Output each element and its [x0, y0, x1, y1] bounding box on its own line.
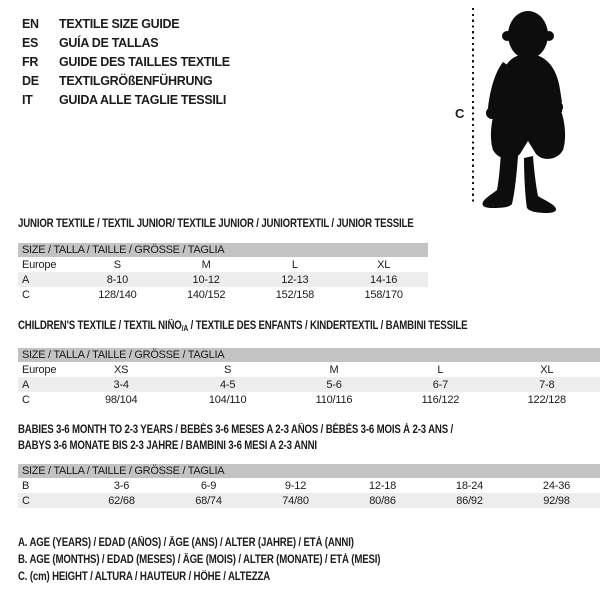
height-measure-dotted-line: [472, 8, 474, 205]
language-code: EN: [22, 16, 39, 31]
table-cell: 158/170: [364, 288, 403, 301]
language-list: EN TEXTILE SIZE GUIDE ES GUÍA DE TALLAS …: [22, 14, 230, 109]
table-cell: 7-8: [539, 378, 555, 391]
size-table-babies: SIZE / TALLA / TAILLE / GRÖSSE / TAGLIA …: [18, 464, 600, 508]
table-cell: 128/140: [98, 288, 137, 301]
table-cell: 74/80: [282, 494, 309, 507]
table-cell: 122/128: [527, 393, 567, 406]
table-cell: C: [22, 393, 30, 406]
legend-line-b: B. AGE (MONTHS) / EDAD (MESES) / ÂGE (MO…: [18, 554, 381, 566]
language-row-it: IT GUIDA ALLE TAGLIE TESSILI: [22, 90, 230, 109]
language-code: FR: [22, 54, 39, 69]
table-row-europe: Europe S M L XL: [18, 257, 428, 272]
table-cell: 3-6: [113, 479, 130, 492]
table-cell: 12-18: [368, 479, 397, 492]
language-code: ES: [22, 35, 39, 50]
language-label: GUIDA ALLE TAGLIE TESSILI: [59, 92, 227, 107]
table-header-bar: SIZE / TALLA / TAILLE / GRÖSSE / TAGLIA: [18, 464, 600, 478]
table-row-age: A 8-10 10-12 12-13 14-16: [18, 272, 428, 287]
table-cell: 24-36: [542, 479, 571, 492]
table-cell: 104/110: [208, 393, 247, 406]
table-cell: C: [22, 494, 30, 507]
language-code: IT: [22, 92, 33, 107]
table-cell: 10-12: [192, 273, 220, 286]
table-cell: 8-10: [106, 273, 128, 286]
size-table-children: SIZE / TALLA / TAILLE / GRÖSSE / TAGLIA …: [18, 348, 600, 407]
table-cell: L: [291, 258, 298, 271]
table-cell: M: [201, 258, 211, 271]
table-cell: 152/158: [275, 288, 315, 301]
table-cell: M: [329, 363, 339, 376]
table-cell: 80/86: [369, 494, 396, 507]
language-row-en: EN TEXTILE SIZE GUIDE: [22, 14, 230, 33]
table-row-age: A 3-4 4-5 5-6 6-7 7-8: [18, 377, 600, 392]
legend-line-c: C. (cm) HEIGHT / ALTURA / HAUTEUR / HÖHE…: [18, 571, 271, 583]
table-cell: C: [22, 288, 30, 301]
language-row-fr: FR GUIDE DES TAILLES TEXTILE: [22, 52, 230, 71]
table-cell: A: [22, 273, 30, 286]
language-label: TEXTILGRÖßENFÜHRUNG: [59, 73, 213, 88]
table-cell: XL: [377, 258, 391, 271]
table-cell: S: [113, 258, 121, 271]
table-row-height: C 98/104 104/110 110/116 116/122 122/128: [18, 392, 600, 407]
table-header-bar: SIZE / TALLA / TAILLE / GRÖSSE / TAGLIA: [18, 243, 428, 257]
table-cell: Europe: [22, 363, 57, 376]
table-cell: 110/116: [315, 393, 353, 406]
table-cell: B: [22, 479, 30, 492]
subscript-a: /A: [181, 324, 189, 333]
table-cell: 98/104: [104, 393, 138, 406]
table-row-europe: Europe XS S M L XL: [18, 362, 600, 377]
table-cell: 62/68: [108, 494, 135, 507]
language-row-es: ES GUÍA DE TALLAS: [22, 33, 230, 52]
table-cell: 140/152: [186, 288, 226, 301]
table-cell: 68/74: [195, 494, 222, 507]
language-label: TEXTILE SIZE GUIDE: [59, 16, 180, 31]
table-cell: S: [224, 363, 232, 376]
size-table-junior: SIZE / TALLA / TAILLE / GRÖSSE / TAGLIA …: [18, 243, 428, 302]
table-cell: Europe: [22, 258, 57, 271]
table-cell: 18-24: [455, 479, 484, 492]
table-cell: 86/92: [456, 494, 483, 507]
table-cell: A: [22, 378, 30, 391]
table-header-bar: SIZE / TALLA / TAILLE / GRÖSSE / TAGLIA: [18, 348, 600, 362]
height-measure-label: C: [455, 106, 465, 121]
table-cell: 14-16: [370, 273, 398, 286]
measurement-legend: A. AGE (YEARS) / EDAD (AÑOS) / ÂGE (ANS)…: [18, 535, 449, 586]
language-label: GUÍA DE TALLAS: [59, 35, 159, 50]
table-cell: XS: [114, 363, 129, 376]
language-code: DE: [22, 73, 39, 88]
table-cell: 4-5: [219, 378, 236, 391]
table-row-months: B 3-6 6-9 9-12 12-18 18-24 24-36: [18, 478, 600, 493]
section-title-children: CHILDREN'S TEXTILE / TEXTIL NIÑO/A / TEX…: [18, 320, 468, 333]
table-cell: 9-12: [284, 479, 307, 492]
table-cell: 12-13: [281, 273, 309, 286]
table-row-height: C 128/140 140/152 152/158 158/170: [18, 287, 428, 302]
table-cell: 116/122: [421, 393, 460, 406]
table-cell: L: [437, 363, 444, 376]
table-row-height: C 62/68 68/74 74/80 80/86 86/92 92/98: [18, 493, 600, 508]
table-cell: 3-4: [113, 378, 130, 391]
section-title-babies: BABIES 3-6 MONTH TO 2-3 YEARS / BEBÉS 3-…: [18, 424, 454, 452]
table-cell: XL: [540, 363, 554, 376]
language-row-de: DE TEXTILGRÖßENFÜHRUNG: [22, 71, 230, 90]
table-cell: 5-6: [326, 378, 342, 391]
table-cell: 92/98: [543, 494, 570, 507]
language-label: GUIDE DES TAILLES TEXTILE: [59, 54, 230, 69]
section-title-junior: JUNIOR TEXTILE / TEXTIL JUNIOR/ TEXTILE …: [18, 218, 414, 230]
table-cell: 6-9: [200, 479, 217, 492]
baby-silhouette-image: [482, 11, 566, 213]
table-cell: 6-7: [432, 378, 449, 391]
legend-line-a: A. AGE (YEARS) / EDAD (AÑOS) / ÂGE (ANS)…: [18, 537, 354, 549]
